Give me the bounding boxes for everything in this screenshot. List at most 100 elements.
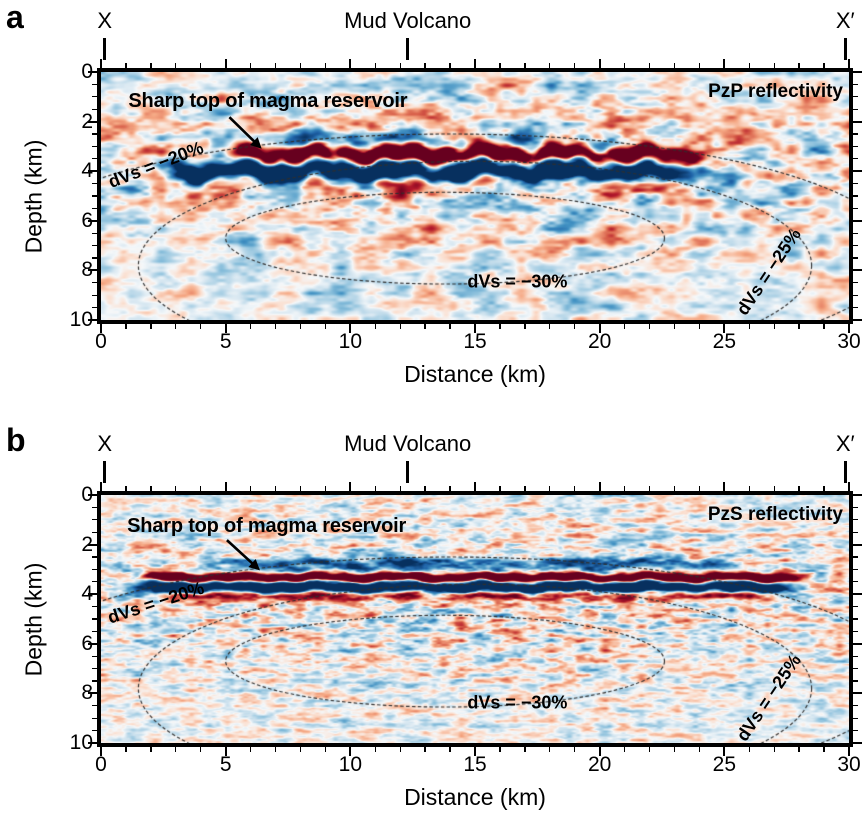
profile-tick	[406, 38, 409, 60]
x-minor-tick	[773, 324, 775, 329]
y-minor-tick	[853, 257, 858, 259]
y-major-tick	[853, 642, 862, 645]
y-tick-label: 4	[81, 582, 93, 606]
x-major-tick	[473, 747, 477, 756]
x-minor-tick	[673, 486, 676, 491]
x-minor-tick	[823, 324, 825, 329]
x-minor-tick	[150, 324, 152, 329]
annotation-text: Sharp top of magma reservoir	[127, 515, 407, 538]
x-tick-label: 0	[95, 330, 107, 353]
y-major-tick	[88, 318, 97, 322]
x-minor-tick	[524, 747, 526, 752]
y-minor-tick	[92, 729, 97, 732]
x-minor-tick	[773, 486, 775, 491]
x-major-tick	[349, 59, 352, 68]
y-minor-tick	[853, 158, 858, 160]
y-major-tick	[853, 70, 862, 74]
x-minor-tick	[574, 747, 576, 752]
y-tick-label: 2	[81, 532, 93, 556]
y-minor-tick	[92, 519, 97, 521]
y-major-tick	[88, 269, 97, 272]
y-minor-tick	[853, 282, 858, 284]
x-major-tick	[723, 482, 726, 491]
profile-tick	[844, 461, 847, 483]
x-minor-tick	[499, 63, 501, 68]
x-minor-tick	[449, 63, 451, 68]
y-minor-tick	[92, 195, 97, 197]
y-major-tick	[88, 493, 97, 497]
x-major-tick	[99, 59, 103, 68]
y-minor-tick	[92, 506, 97, 509]
x-minor-tick	[374, 63, 376, 68]
x-minor-tick	[324, 63, 327, 68]
y-major-tick	[88, 70, 97, 74]
y-minor-tick	[853, 667, 858, 670]
x-minor-tick	[374, 486, 376, 491]
x-minor-tick	[673, 324, 676, 329]
x-tick-label: 5	[219, 330, 232, 353]
x-minor-tick	[673, 747, 676, 752]
x-major-tick	[224, 59, 227, 68]
x-minor-tick	[748, 486, 750, 491]
y-minor-tick	[853, 717, 858, 719]
x-minor-tick	[374, 324, 376, 329]
x-tick-label: 0	[95, 753, 107, 776]
contour-label-minus30: dVs = −30%	[467, 271, 568, 292]
y-minor-tick	[853, 729, 858, 732]
y-tick-label: 4	[81, 159, 93, 183]
y-minor-tick	[92, 556, 97, 558]
y-tick-label: 6	[81, 631, 93, 655]
x-tick-label: 30	[837, 753, 861, 776]
x-minor-tick	[200, 747, 202, 752]
y-major-tick	[853, 543, 862, 546]
y-minor-tick	[853, 519, 858, 521]
x-minor-tick	[449, 486, 451, 491]
y-tick-label: 2	[81, 109, 93, 133]
panel-b: b X Mud Volcano X′ Depth (km) Sharp top …	[0, 423, 863, 813]
x-minor-tick	[524, 324, 526, 329]
x-axis-title: Distance (km)	[404, 784, 546, 810]
x-minor-tick	[623, 747, 626, 752]
x-tick-label: 15	[463, 330, 487, 353]
y-minor-tick	[853, 306, 858, 309]
profile-tick	[103, 38, 106, 60]
y-minor-tick	[92, 133, 97, 135]
x-minor-tick	[299, 63, 302, 68]
reflectivity-heatmap	[101, 72, 849, 320]
x-major-tick	[349, 747, 352, 756]
mud-volcano-label: Mud Volcano	[344, 431, 472, 456]
reflectivity-type-label: PzS reflectivity	[707, 504, 843, 525]
x-tick-label: 20	[587, 330, 612, 353]
y-minor-tick	[92, 108, 97, 110]
x-major-tick	[349, 324, 352, 333]
y-minor-tick	[92, 655, 97, 657]
x-minor-tick	[648, 486, 651, 491]
y-minor-tick	[853, 568, 858, 571]
x-minor-tick	[200, 486, 202, 491]
x-major-tick	[473, 324, 477, 333]
panel-letter-b: b	[6, 422, 26, 458]
x-major-tick	[99, 324, 103, 333]
x-minor-tick	[299, 486, 302, 491]
y-major-tick	[853, 269, 862, 272]
y-minor-tick	[92, 605, 97, 608]
y-minor-tick	[853, 83, 858, 86]
y-minor-tick	[92, 158, 97, 160]
y-minor-tick	[92, 257, 97, 259]
x-minor-tick	[798, 747, 800, 752]
y-major-tick	[88, 120, 97, 123]
x-minor-tick	[524, 63, 526, 68]
x-minor-tick	[424, 63, 426, 68]
y-minor-tick	[92, 717, 97, 719]
x-minor-tick	[150, 747, 152, 752]
y-minor-tick	[853, 581, 858, 583]
x-tick-label: 10	[338, 330, 362, 353]
x-minor-tick	[324, 324, 327, 329]
x-minor-tick	[299, 747, 302, 752]
x-major-tick	[224, 324, 227, 333]
x-minor-tick	[324, 486, 327, 491]
x-minor-tick	[574, 63, 576, 68]
x-minor-tick	[175, 324, 177, 329]
x-minor-tick	[200, 63, 202, 68]
x-minor-tick	[748, 324, 750, 329]
